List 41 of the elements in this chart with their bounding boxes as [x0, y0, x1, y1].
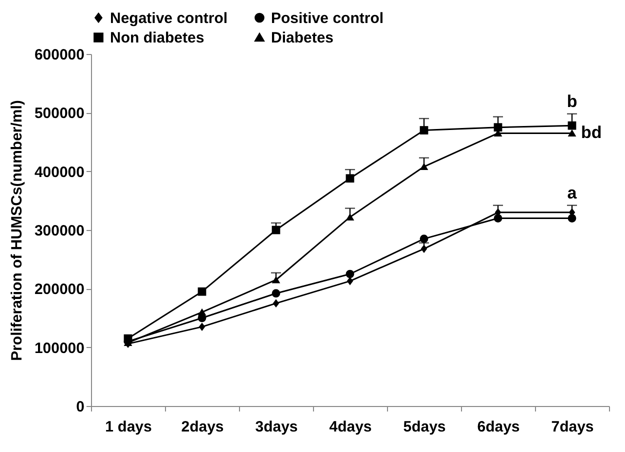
- point: [346, 213, 354, 220]
- x-tick-label: 7days: [551, 418, 594, 436]
- legend-label: Negative control: [110, 10, 228, 27]
- point: [198, 287, 206, 296]
- point: [420, 244, 428, 253]
- y-tick-label: 500000: [34, 105, 84, 122]
- x-tick-label: 2days: [181, 418, 224, 436]
- y-tick-label: 0: [76, 398, 84, 416]
- x-tick-label: 6days: [477, 418, 520, 436]
- point: [346, 174, 354, 183]
- annotation: a: [567, 183, 578, 202]
- legend-label: Diabetes: [271, 30, 334, 46]
- x-tick-label: 3days: [255, 418, 298, 436]
- point: [568, 121, 576, 130]
- point: [272, 276, 280, 284]
- y-tick-label: 200000: [34, 281, 84, 298]
- point: [272, 226, 280, 234]
- y-tick-label: 300000: [34, 222, 84, 240]
- annotation: bd: [581, 123, 602, 142]
- legend-label: Positive control: [271, 10, 384, 27]
- point: [494, 214, 502, 222]
- point: [272, 289, 280, 298]
- y-tick-label: 600000: [34, 46, 84, 64]
- x-tick-label: 1 days: [105, 418, 152, 436]
- point: [272, 299, 280, 308]
- point: [198, 308, 206, 316]
- legend-label: Non diabetes: [110, 30, 204, 46]
- point: [494, 123, 502, 132]
- y-tick-label: 400000: [34, 164, 84, 181]
- annotation: b: [566, 92, 578, 111]
- point: [568, 129, 576, 137]
- point: [420, 126, 428, 134]
- point: [420, 234, 428, 243]
- point: [568, 214, 576, 222]
- point: [346, 270, 354, 278]
- point: [198, 322, 206, 331]
- y-tick-label: 100000: [34, 340, 84, 357]
- y-axis-title: Proliferation of HUMSCs(number/ml): [8, 100, 26, 361]
- x-tick-label: 5days: [403, 418, 446, 436]
- point: [420, 162, 428, 170]
- x-tick-label: 4days: [329, 418, 372, 436]
